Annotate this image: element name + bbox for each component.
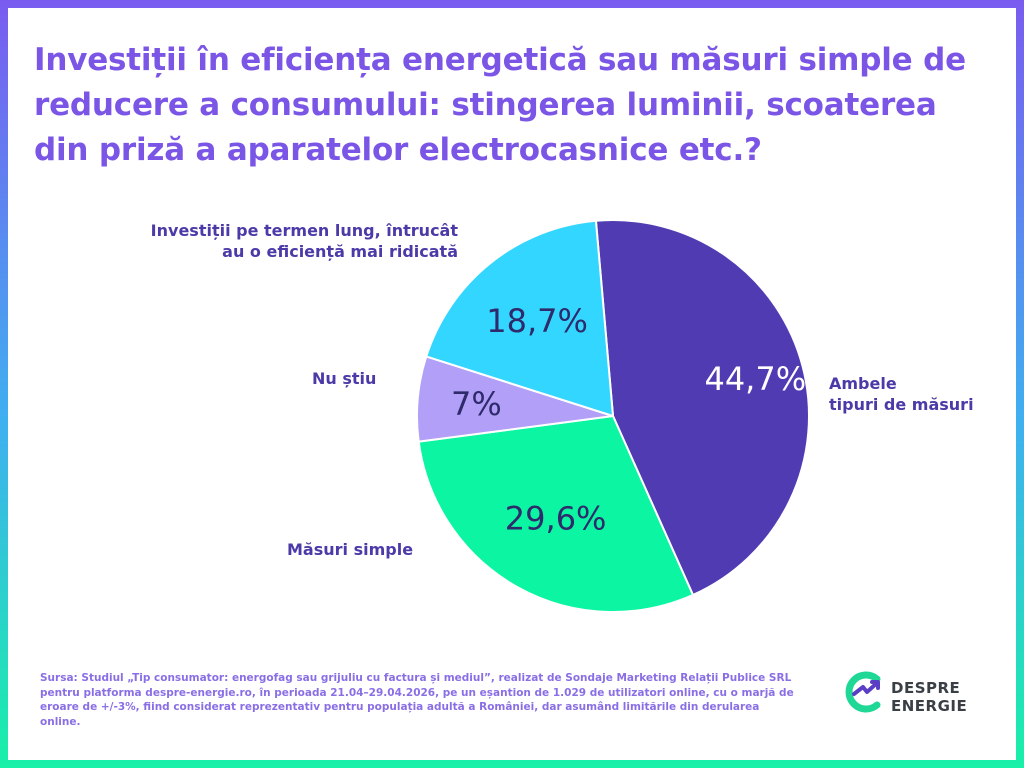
slice-ambele [594, 219, 810, 597]
slice-masuri-simple [417, 414, 695, 613]
page-title: Investiții în eficiența energetică sau m… [34, 42, 966, 168]
value-masuri-simple: 29,6% [505, 500, 607, 538]
logo-word-2: ENERGIE [891, 697, 968, 715]
logo-word-1: DESPRE [891, 679, 961, 697]
value-termen-lung: 18,7% [486, 302, 588, 340]
despre-energie-logo: DESPRE ENERGIE [843, 667, 993, 717]
label-ambele-tipuri: Ambele tipuri de măsuri [829, 374, 974, 414]
label-nu-stiu: Nu știu [312, 369, 377, 388]
value-nu-stiu: 7% [451, 385, 502, 423]
label-investitii-termen-lung: Investiții pe termen lung, întrucât au o… [150, 221, 458, 261]
slice-termen-lung [425, 219, 615, 418]
value-ambele: 44,7% [704, 360, 806, 398]
source-note: Sursa: Studiul „Tip consumator: energofa… [40, 672, 794, 728]
label-masuri-simple: Măsuri simple [287, 540, 414, 559]
logo-e-icon [845, 671, 881, 713]
